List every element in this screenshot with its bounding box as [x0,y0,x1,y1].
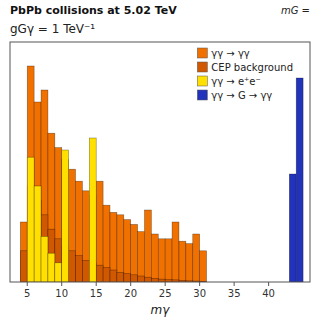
legend-swatch [197,90,207,100]
histogram-bar [48,133,55,282]
histogram-bar [151,234,158,282]
histogram-bar [62,150,69,282]
legend-label: CEP background [211,62,293,73]
histogram-bar [110,270,117,282]
x-tick [268,282,269,286]
x-axis-label: mγ [151,303,171,317]
histogram-bar [103,268,110,282]
histogram-bar [27,157,34,282]
histogram-bar [41,215,48,282]
legend: γγ → γγ CEP background γγ → e⁺e⁻ γγ → G → γ… [197,48,293,101]
chart: 5 10 15 20 25 30 35 40 mγ PbPb collisions at 5.02… [0,0,320,320]
histogram-bar [200,251,207,282]
histogram-bar [289,174,296,282]
histogram-bar [165,239,172,282]
x-tick [234,282,235,286]
histogram-bar [34,102,41,282]
x-tick-label: 15 [90,288,103,299]
series [20,66,206,282]
histogram-bar [138,276,145,282]
x-tick [130,282,131,286]
legend-label: γγ → e⁺e⁻ [211,76,260,87]
histogram-bar [103,205,110,282]
histogram-bar [69,251,76,282]
histogram-bar [96,181,103,282]
histogram-bar [41,236,48,282]
histogram-bar [124,274,131,282]
histogram-bar [151,278,158,282]
histogram-bar [20,251,27,282]
annotation: mG = [281,5,310,16]
series [27,138,96,282]
legend-swatch [197,48,207,58]
x-tick-label: 40 [262,288,275,299]
series [289,78,303,282]
subtitle: gGγ = 1 TeV⁻¹ [10,22,95,36]
histogram-bar [82,191,89,282]
histogram-bar [48,229,55,282]
x-tick [27,282,28,286]
histogram-bar [76,181,83,282]
histogram-bar [69,169,76,282]
histogram-bar [20,222,27,282]
histogram-bar [117,272,124,282]
plot-area [20,66,303,282]
histogram-bar [158,239,165,282]
histogram-bar [179,241,186,282]
x-tick [61,282,62,286]
histogram-bar [131,224,138,282]
histogram-bar [186,244,193,282]
histogram-bar [34,186,41,282]
histogram-bar [96,265,103,282]
histogram-bar [27,66,34,282]
legend-swatch [197,76,207,86]
x-tick-label: 20 [124,288,137,299]
x-tick-label: 35 [228,288,241,299]
histogram-bar [48,253,55,282]
x-tick-label: 30 [193,288,206,299]
histogram-bar [124,220,131,282]
legend-swatch [197,62,207,72]
legend-label: γγ → G → γγ [211,90,272,101]
histogram-bar [82,260,89,282]
histogram-bar [55,263,62,282]
x-tick [199,282,200,286]
x-tick [165,282,166,286]
histogram-bar [131,275,138,282]
histogram-bar [110,212,117,282]
histogram-bar [144,210,151,282]
histogram-bar [144,277,151,282]
histogram-bar [89,138,96,282]
histogram-bar [296,78,303,282]
histogram-bar [55,239,62,282]
histogram-bar [172,222,179,282]
histogram-bar [138,232,145,282]
histogram-bar [117,215,124,282]
x-tick-label: 10 [55,288,68,299]
series [20,186,206,282]
histogram-bar [76,256,83,282]
plot-frame [10,42,310,282]
x-tick-label: 25 [159,288,172,299]
histogram-bar [193,234,200,282]
histogram-bar [55,148,62,282]
x-tick-label: 5 [24,288,30,299]
histogram-bar [41,90,48,282]
legend-label: γγ → γγ [211,48,249,59]
title: PbPb collisions at 5.02 TeV [10,4,177,17]
x-axis: 5 10 15 20 25 30 35 40 [24,282,275,299]
x-tick [96,282,97,286]
